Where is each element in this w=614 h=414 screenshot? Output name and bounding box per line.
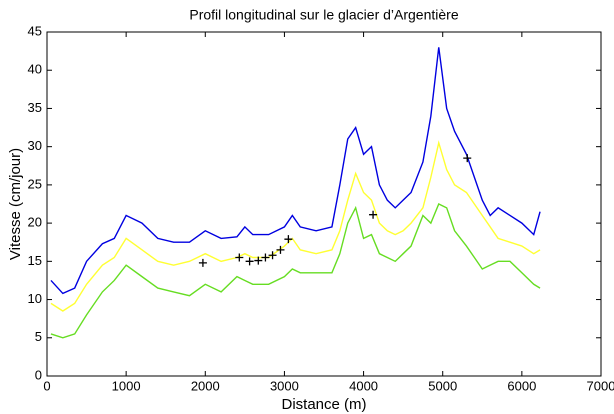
x-tick-label: 1000: [112, 378, 141, 393]
y-tick-label: 0: [35, 367, 42, 382]
x-axis-label: Distance (m): [281, 396, 366, 413]
data-point: [198, 258, 207, 267]
x-tick-label: 5000: [428, 378, 457, 393]
y-axis-label: Vitesse (cm/jour): [7, 148, 24, 260]
chart-title: Profil longitudinal sur le glacier d’Arg…: [189, 7, 458, 23]
x-tick-label: 6000: [507, 378, 536, 393]
data-point: [276, 245, 285, 254]
x-tick-label: 2000: [191, 378, 220, 393]
y-tick-label: 20: [28, 215, 42, 230]
data-point: [268, 251, 277, 260]
series-line: [50, 47, 541, 295]
y-tick-label: 5: [35, 329, 42, 344]
y-tick-label: 25: [28, 176, 42, 191]
x-tick-label: 3000: [270, 378, 299, 393]
y-tick-label: 40: [28, 62, 42, 77]
data-point: [245, 257, 254, 266]
series-line: [50, 140, 541, 312]
series-line: [50, 203, 541, 339]
data-point: [254, 256, 263, 265]
x-tick-label: 0: [43, 378, 50, 393]
data-point: [369, 210, 378, 219]
y-tick-label: 30: [28, 138, 42, 153]
data-point: [463, 154, 472, 163]
x-tick-label: 4000: [349, 378, 378, 393]
plot-frame: [46, 31, 602, 377]
y-tick-label: 35: [28, 100, 42, 115]
x-tick-label: 7000: [587, 378, 614, 393]
data-point: [235, 253, 244, 262]
y-tick-label: 15: [28, 253, 42, 268]
data-point: [261, 253, 270, 262]
data-point: [284, 235, 293, 244]
y-tick-label: 45: [28, 23, 42, 38]
y-tick-label: 10: [28, 291, 42, 306]
